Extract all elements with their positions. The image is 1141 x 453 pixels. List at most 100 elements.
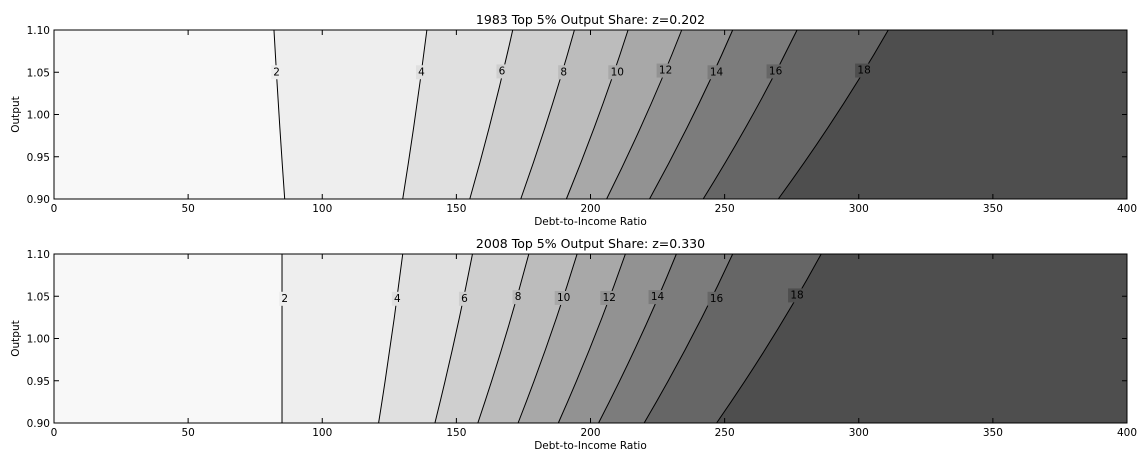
contour-fill-region [54,254,283,423]
y-tick-label: 1.10 [27,249,50,261]
y-axis-label: Output [10,96,22,132]
chart-panel-1: 2 4 6 8 10 12 14 16 18 0 50 100 150 200 250 300 350 400 0.… [10,12,1137,228]
contour-label-2: 2 [273,66,280,78]
contour-label-10: 10 [611,66,624,78]
y-tick-label: 1.05 [27,67,50,79]
contour-label-8: 8 [515,291,522,303]
x-tick-label: 250 [715,203,735,215]
x-tick-label: 300 [849,203,869,215]
contour-label-6: 6 [499,65,506,77]
x-tick-label: 300 [849,427,869,439]
contour-fill-region [566,30,682,199]
contour-line-10 [565,29,629,200]
contour-label-gap [554,290,573,305]
x-tick-label: 400 [1117,427,1137,439]
contour-label-4: 4 [418,66,425,78]
x-tick-label: 100 [312,203,332,215]
contour-line-18 [777,29,889,200]
x-tick-label: 350 [983,203,1003,215]
y-tick-label: 1.10 [27,25,50,37]
y-tick-label: 1.00 [27,334,50,346]
contour-line-16 [643,253,734,424]
x-tick-label: 200 [580,203,600,215]
contour-line-16 [702,29,798,200]
contour-fill-region [469,30,575,199]
contour-fill-region [716,254,1127,423]
chart-panel-2: 2 4 6 8 10 12 14 16 18 0 50 100 150 200 250 300 350 400 0.… [10,236,1137,452]
contour-label-gap [707,65,726,80]
contour-fill-region [477,254,578,423]
contour-label-16: 16 [710,293,724,305]
contour-label-gap [648,290,667,305]
contour-line-4 [402,29,428,200]
contour-line-4 [378,253,404,424]
contour-label-4: 4 [394,293,401,305]
contour-label-18: 18 [857,65,870,77]
contour-label-2: 2 [281,293,288,305]
y-axis-label: Output [10,320,22,356]
y-tick-label: 1.00 [27,110,50,122]
contour-label-gap [458,291,470,306]
contour-line-6 [469,29,514,200]
contour-fill-region [518,254,626,423]
contour-line-8 [477,253,530,424]
x-tick-label: 350 [983,427,1003,439]
contour-fill-region [703,30,889,199]
contour-label-6: 6 [461,293,468,305]
contour-fill-region [54,30,285,199]
contour-label-gap [707,291,726,306]
chart-title: 2008 Top 5% Output Share: z=0.330 [476,236,705,251]
y-tick-label: 0.90 [27,418,50,430]
x-tick-label: 400 [1117,203,1137,215]
contour-label-gap [279,291,291,306]
contour-line-2 [273,29,286,200]
contour-line-18 [716,253,822,424]
chart-title: 1983 Top 5% Output Share: z=0.202 [476,12,705,27]
x-tick-label: 100 [312,427,332,439]
contour-label-14: 14 [651,291,665,303]
contour-label-gap [608,65,627,80]
contour-label-gap [271,65,283,80]
contour-label-gap [656,63,675,78]
contour-fill-region [598,254,733,423]
contour-label-16: 16 [769,65,783,77]
contour-label-gap [788,288,807,303]
y-tick-label: 0.95 [27,376,50,388]
x-axis-label: Debt-to-Income Ratio [534,440,647,452]
contour-label-gap [416,65,428,80]
x-tick-label: 50 [181,427,194,439]
contour-fill-region [402,30,513,199]
contour-fill-region [606,30,733,199]
x-tick-label: 50 [181,203,194,215]
contour-fill-region [273,30,427,199]
contour-fill-region [644,254,822,423]
contour-line-8 [520,29,575,200]
contour-fill-region [434,254,529,423]
contour-fill-region [558,254,677,423]
x-tick-label: 150 [446,203,466,215]
contour-line-14 [649,29,734,200]
contour-line-6 [434,253,473,424]
contour-label-gap [600,290,619,305]
contour-line-12 [606,29,683,200]
y-tick-label: 1.05 [27,291,50,303]
y-tick-label: 0.90 [27,194,50,206]
contour-label-gap [496,64,508,79]
contour-label-18: 18 [790,289,803,301]
x-tick-label: 200 [580,427,600,439]
contour-fill-region [649,30,798,199]
contour-line-10 [517,253,578,424]
contour-label-12: 12 [659,65,672,77]
contour-fill-region [520,30,629,199]
x-tick-label: 0 [51,427,58,439]
contour-label-gap [855,63,874,78]
contour-label-8: 8 [560,66,567,78]
contour-line-12 [557,253,626,424]
contour-label-gap [391,291,403,306]
contour-label-12: 12 [603,292,616,304]
x-tick-label: 250 [715,427,735,439]
x-tick-label: 0 [51,203,58,215]
contour-label-gap [512,290,524,305]
contour-label-gap [766,64,785,79]
